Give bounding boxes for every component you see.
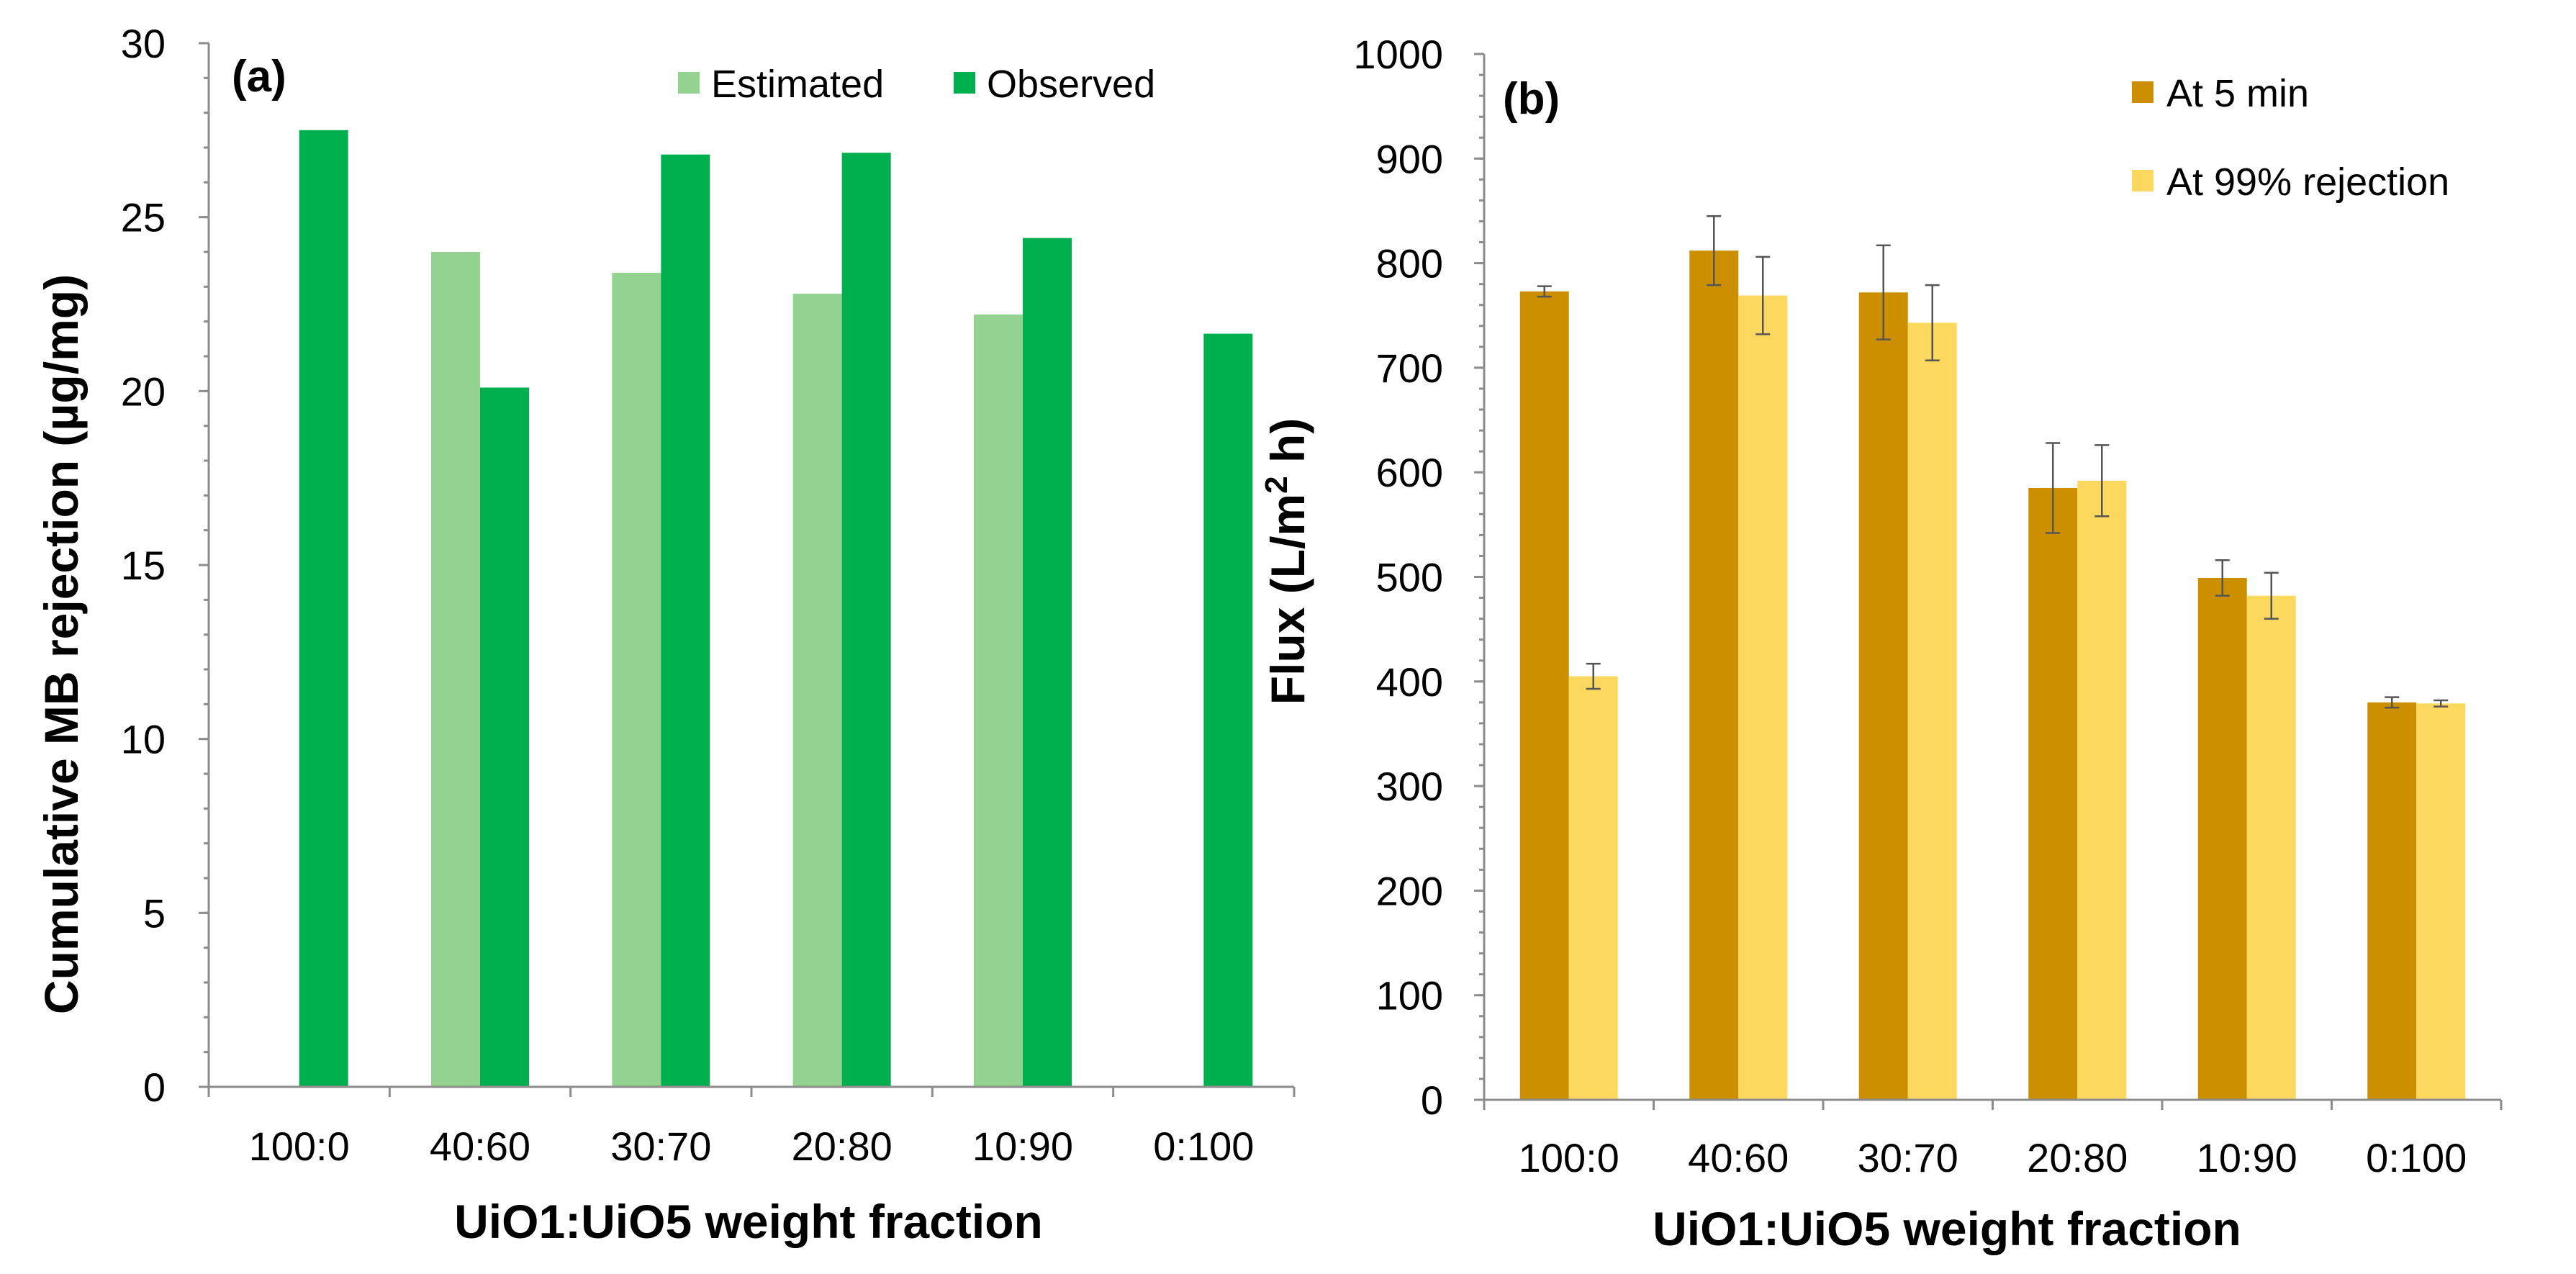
bar-at-99-rejection-30-70 — [1907, 322, 1957, 1100]
panel-b-error-bars — [1537, 214, 2449, 709]
bar-observed-30-70 — [661, 154, 710, 1088]
bar-estimated-20-80 — [792, 294, 842, 1087]
y-tick-label: 1000 — [1353, 32, 1443, 77]
error-bar-at-99-rejection-30-70 — [1925, 284, 1940, 361]
y-tick-label: 0 — [1421, 1078, 1443, 1123]
bar-at-5-min-20-80 — [2028, 487, 2078, 1100]
bar-at-5-min-30-70 — [1858, 292, 1908, 1101]
panel-a-chart: 0 5 10 15 20 25 30 100:0 40:60 30:70 20:80 10:90 0:… — [35, 21, 1296, 1248]
x-tick-label-40-60: 40:60 — [1688, 1135, 1789, 1180]
y-tick-label: 300 — [1376, 764, 1443, 809]
legend-label-at-5-min: At 5 min — [2166, 72, 2309, 115]
error-bar-at-99-rejection-10-90 — [2264, 572, 2279, 620]
y-tick-label: 10 — [121, 717, 166, 762]
panel-a-x-axis-title: UiO1:UiO5 weight fraction — [454, 1195, 1043, 1248]
y-tick-label: 500 — [1376, 555, 1443, 600]
y-tick-label: 200 — [1376, 868, 1443, 913]
bar-observed-20-80 — [841, 153, 891, 1087]
y-tick-label: 20 — [121, 369, 166, 414]
legend-swatch-estimated — [678, 72, 700, 94]
bar-observed-100-0 — [299, 130, 348, 1087]
error-bar-at-5-min-10-90 — [2215, 559, 2230, 597]
error-bar-at-5-min-30-70 — [1876, 244, 1891, 340]
y-tick-label: 25 — [121, 195, 166, 240]
y-tick-label: 0 — [143, 1065, 166, 1110]
error-bar-at-99-rejection-0-100 — [2433, 699, 2449, 708]
bar-at-5-min-0-100 — [2367, 702, 2417, 1100]
error-bar-at-5-min-40-60 — [1707, 214, 1722, 286]
bar-at-99-rejection-20-80 — [2077, 480, 2127, 1100]
bar-estimated-10-90 — [974, 315, 1023, 1087]
panel-b-chart: 0 100 200 300 400 500 600 700 800 900 1000 100:0 40… — [1259, 32, 2503, 1255]
panel-b-x-axis-title: UiO1:UiO5 weight fraction — [1653, 1202, 2241, 1255]
x-tick-label-10-90: 10:90 — [2197, 1135, 2297, 1180]
y-tick-label: 30 — [121, 21, 166, 66]
y-tick-label: 5 — [143, 890, 166, 936]
panel-a-axes — [207, 43, 1294, 1088]
error-bar-at-5-min-0-100 — [2385, 696, 2400, 709]
x-tick-label-30-70: 30:70 — [610, 1124, 711, 1169]
legend-label-estimated: Estimated — [711, 63, 884, 106]
panel-a-label: (a) — [232, 52, 286, 101]
panel-b-legend: At 5 min At 99% rejection — [2132, 72, 2449, 204]
panel-b-y-ticks: 0 100 200 300 400 500 600 700 800 900 1000 — [1353, 32, 1484, 1123]
bar-observed-10-90 — [1023, 238, 1072, 1088]
panel-b-bars — [1519, 250, 2466, 1101]
x-tick-label-0-100: 0:100 — [2366, 1135, 2467, 1180]
y-tick-label: 15 — [121, 543, 166, 588]
legend-label-observed: Observed — [987, 63, 1155, 106]
error-bar-at-99-rejection-20-80 — [2094, 444, 2110, 518]
panel-a-y-ticks: 0 5 10 15 20 25 30 — [121, 21, 209, 1110]
x-tick-label-20-80: 20:80 — [792, 1124, 892, 1169]
panel-a-y-axis-title: Cumulative MB rejection (µg/mg) — [35, 274, 88, 1014]
bar-estimated-30-70 — [612, 273, 661, 1087]
error-bar-at-5-min-100-0 — [1537, 285, 1552, 298]
y-tick-label: 100 — [1376, 973, 1443, 1018]
legend-swatch-at-99-rejection — [2132, 170, 2154, 191]
bar-at-5-min-100-0 — [1519, 291, 1569, 1100]
bar-at-99-rejection-10-90 — [2246, 595, 2296, 1100]
panel-b-y-axis-title: Flux (L/m2 h) — [1259, 418, 1314, 705]
legend-swatch-at-5-min — [2132, 81, 2154, 103]
panel-a-bars — [299, 130, 1253, 1088]
x-tick-label-100-0: 100:0 — [249, 1124, 350, 1169]
x-tick-label-30-70: 30:70 — [1858, 1135, 1958, 1180]
legend-swatch-observed — [954, 72, 975, 94]
y-tick-label: 900 — [1376, 136, 1443, 181]
panel-b-x-ticks: 100:0 40:60 30:70 20:80 10:90 0:100 — [1483, 1100, 2503, 1180]
bar-at-99-rejection-100-0 — [1568, 676, 1618, 1100]
bar-at-5-min-40-60 — [1689, 250, 1739, 1100]
bar-at-5-min-10-90 — [2197, 577, 2247, 1100]
y-tick-label: 800 — [1376, 241, 1443, 286]
bar-observed-40-60 — [480, 387, 529, 1087]
panel-a-legend: Estimated Observed — [678, 63, 1155, 106]
panel-b-axes — [1483, 54, 2501, 1101]
y-tick-label: 700 — [1376, 345, 1443, 391]
error-bar-at-99-rejection-40-60 — [1755, 256, 1771, 335]
panel-a-x-ticks: 100:0 40:60 30:70 20:80 10:90 0:100 — [207, 1087, 1296, 1169]
x-tick-label-0-100: 0:100 — [1153, 1124, 1254, 1169]
panel-b-label: (b) — [1503, 74, 1560, 124]
bar-at-99-rejection-40-60 — [1738, 295, 1788, 1100]
error-bar-at-5-min-20-80 — [2046, 442, 2061, 534]
x-tick-label-40-60: 40:60 — [430, 1124, 530, 1169]
y-tick-label: 600 — [1376, 450, 1443, 495]
x-tick-label-20-80: 20:80 — [2027, 1135, 2128, 1180]
legend-label-at-99-rejection: At 99% rejection — [2166, 161, 2449, 204]
bar-observed-0-100 — [1203, 333, 1253, 1087]
x-tick-label-10-90: 10:90 — [972, 1124, 1073, 1169]
bar-at-99-rejection-0-100 — [2416, 703, 2466, 1100]
bar-estimated-40-60 — [431, 252, 480, 1087]
y-tick-label: 400 — [1376, 659, 1443, 705]
error-bar-at-99-rejection-100-0 — [1586, 662, 1601, 690]
x-tick-label-100-0: 100:0 — [1519, 1135, 1619, 1180]
